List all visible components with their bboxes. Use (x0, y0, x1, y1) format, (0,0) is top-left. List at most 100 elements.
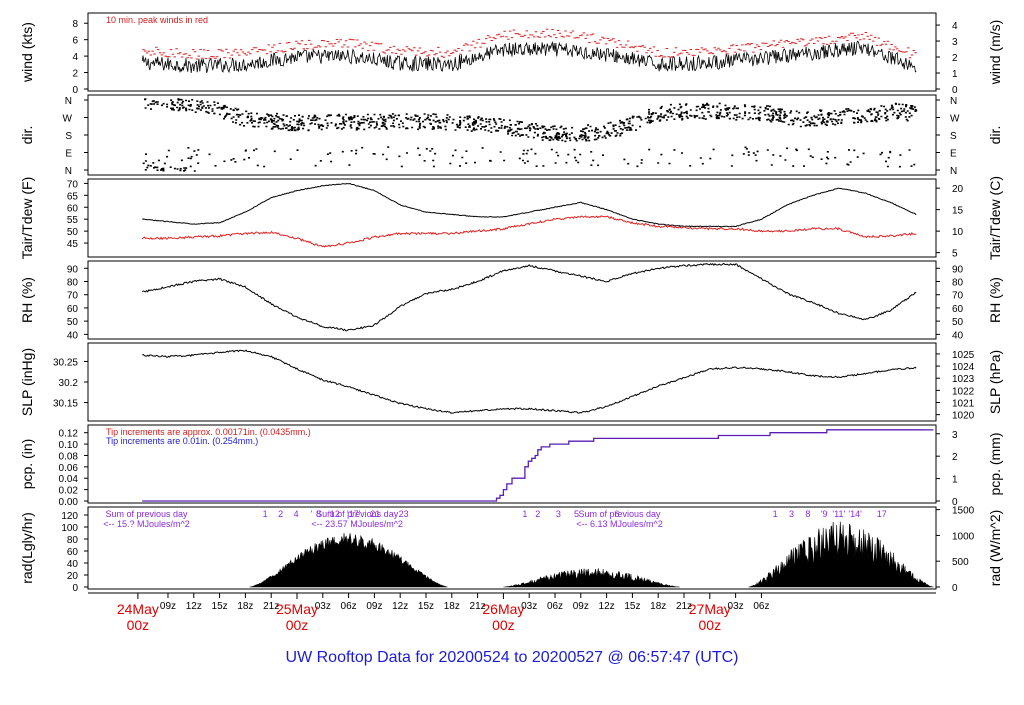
ytick-right-pressure: 1020 (952, 411, 975, 422)
time-tick-label: 06z (753, 601, 769, 612)
time-tick-label: 12z (599, 601, 615, 612)
radiation-sum-line2: <-- 15.? MJoules/m^2 (103, 519, 190, 529)
radiation-hour-mark: ' (311, 509, 313, 519)
series-rh (141, 262, 917, 332)
time-tick-label: 03z (315, 601, 331, 612)
ytick-left-temperature: 50 (67, 227, 79, 238)
radiation-hour-mark: 3 (556, 509, 561, 519)
ytick-right-temperature: 5 (952, 249, 958, 260)
panel-frame-rh (87, 260, 937, 340)
ytick-right-dir: N (950, 166, 957, 177)
date-hour-label: 00z (286, 617, 309, 633)
time-tick-label: 21z (676, 601, 692, 612)
radiation-hour-mark: 4 (294, 509, 299, 519)
series-wind-speed (141, 40, 917, 74)
radiation-hour-mark: 6 (614, 509, 619, 519)
ylabel-right-precipitation: pcp. (mm) (987, 433, 1003, 496)
panel-temperature (84, 178, 940, 258)
ytick-left-dir: S (65, 131, 72, 142)
panel-frame-wind (87, 12, 937, 92)
figure-title: UW Rooftop Data for 20200524 to 20200527… (285, 649, 739, 666)
ytick-right-temperature: 20 (952, 184, 964, 195)
time-tick-label: 12z (392, 601, 408, 612)
ylabel-left-direction: dir. (19, 126, 35, 145)
time-tick-label: 06z (547, 601, 563, 612)
panel-pressure (84, 342, 940, 422)
ylabel-right-direction: dir. (987, 126, 1003, 145)
series-radiation-day-1 (249, 533, 448, 588)
ytick-left-temperature: 60 (67, 203, 79, 214)
ytick-left-radiation: 80 (67, 535, 79, 546)
ytick-right-radiation: 0 (952, 583, 958, 594)
ytick-left-radiation: 40 (67, 559, 79, 570)
ytick-left-precipitation: 0.00 (59, 497, 79, 508)
time-tick-label: 15z (212, 601, 228, 612)
ylabel-left-radiation: rad(Lgly/hr) (19, 512, 35, 584)
radiation-sum-line2: <-- 23.57 MJoules/m^2 (311, 519, 403, 529)
ytick-left-temperature: 45 (67, 239, 79, 250)
radiation-hour-mark: 1 (522, 509, 527, 519)
ytick-left-pressure: 30.15 (53, 399, 78, 410)
radiation-hour-mark: 8 (805, 509, 810, 519)
panel-frame-temperature (87, 178, 937, 258)
ytick-left-precipitation: 0.06 (59, 463, 79, 474)
ytick-left-rh: 50 (67, 317, 79, 328)
ylabel-left-rh: RH (%) (19, 277, 35, 323)
panel-frame-radiation (87, 506, 937, 590)
ytick-right-precipitation: 2 (952, 452, 958, 463)
series-precipitation (142, 429, 934, 502)
ytick-left-pressure: 30.25 (53, 357, 78, 368)
ytick-right-temperature: 15 (952, 206, 964, 217)
ytick-left-temperature: 70 (67, 179, 79, 190)
date-label: 25May (276, 601, 318, 617)
ytick-right-rh: 60 (952, 304, 964, 315)
time-tick-label: 09z (160, 601, 176, 612)
time-tick-label: 18z (237, 601, 253, 612)
ytick-right-rh: 50 (952, 317, 964, 328)
ytick-right-wind: 4 (952, 21, 958, 32)
ytick-right-precipitation: 1 (952, 475, 958, 486)
time-tick-label: 12z (186, 601, 202, 612)
ytick-right-pressure: 1023 (952, 374, 975, 385)
radiation-hour-mark: 1 (773, 509, 778, 519)
ytick-left-dir: W (63, 114, 73, 125)
ytick-right-rh: 40 (952, 330, 964, 341)
ytick-right-radiation: 1500 (952, 506, 975, 517)
ytick-left-rh: 40 (67, 330, 79, 341)
radiation-hour-mark: 3 (789, 509, 794, 519)
ylabel-left-temperature: Tair/Tdew (F) (19, 177, 35, 259)
ylabel-right-rh: RH (%) (987, 277, 1003, 323)
panel-direction (84, 94, 940, 176)
ytick-left-precipitation: 0.02 (59, 486, 79, 497)
ytick-right-wind: 3 (952, 37, 958, 48)
ytick-right-rh: 90 (952, 264, 964, 275)
radiation-hour-mark: 1 (263, 509, 268, 519)
ytick-left-wind: 4 (72, 52, 78, 63)
ytick-right-precipitation: 3 (952, 430, 958, 441)
radiation-sum-line1: Sum of previous day (316, 509, 399, 519)
panel-precipitation (84, 424, 940, 504)
ytick-right-dir: N (950, 96, 957, 107)
series-wind-direction (142, 98, 918, 172)
ytick-left-radiation: 0 (72, 583, 78, 594)
ytick-left-temperature: 55 (67, 215, 79, 226)
time-tick-label: 09z (366, 601, 382, 612)
radiation-sum-line1: Sum of previous day (578, 509, 661, 519)
ytick-left-rh: 70 (67, 291, 79, 302)
radiation-hour-mark: 17 (877, 509, 887, 519)
ytick-left-rh: 60 (67, 304, 79, 315)
ytick-left-radiation: 120 (61, 511, 78, 522)
ytick-left-precipitation: 0.10 (59, 440, 79, 451)
ytick-left-precipitation: 0.12 (59, 429, 79, 440)
time-tick-label: 15z (624, 601, 640, 612)
panel-radiation (84, 506, 940, 590)
time-tick-label: 06z (341, 601, 357, 612)
time-axis (88, 592, 936, 599)
ytick-right-radiation: 500 (952, 557, 969, 568)
ylabel-right-wind: wind (m/s) (987, 20, 1003, 86)
ytick-right-wind: 2 (952, 53, 958, 64)
time-tick-label: 03z (728, 601, 744, 612)
date-label: 27May (689, 601, 731, 617)
ylabel-left-wind: wind (kts) (19, 22, 35, 83)
